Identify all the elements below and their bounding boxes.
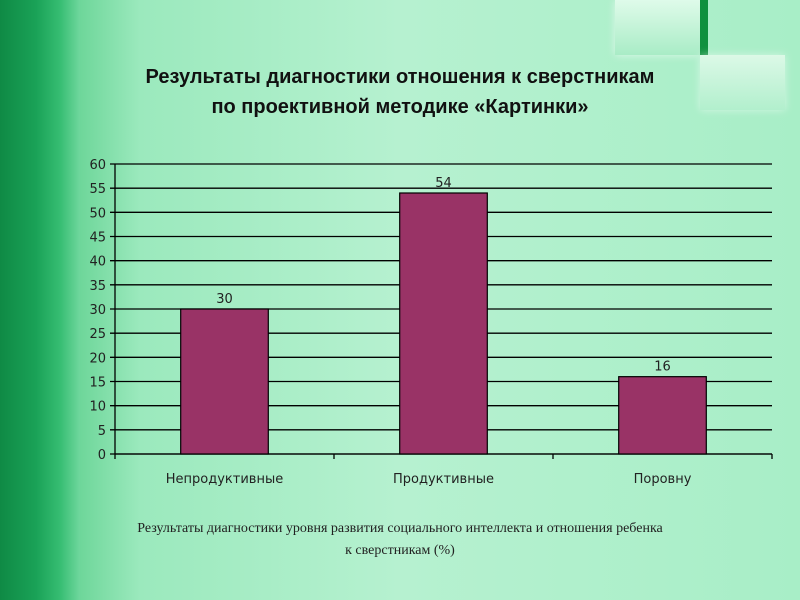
slide-title-line-1: Результаты диагностики отношения к сверс… <box>145 66 655 88</box>
chart-caption-line-1: Результаты диагностики уровня развития с… <box>137 521 663 536</box>
slide-title: Результаты диагностики отношения к сверс… <box>40 62 760 122</box>
bar-2 <box>399 192 488 455</box>
y-tick-label: 25 <box>89 327 106 342</box>
y-tick-label: 0 <box>98 448 106 463</box>
slide-title-line-2: по проективной методике «Картинки» <box>211 96 589 118</box>
decor-bar <box>700 0 708 55</box>
chart-caption-line-2: к сверстникам (%) <box>345 543 455 558</box>
y-tick-label: 60 <box>89 158 106 173</box>
x-tick-label: Продуктивные <box>393 472 494 487</box>
y-tick-label: 50 <box>89 206 106 221</box>
y-tick-label: 20 <box>89 351 106 366</box>
y-tick-label: 55 <box>89 182 106 197</box>
chart-caption: Результаты диагностики уровня развития с… <box>40 518 760 562</box>
y-tick-label: 40 <box>89 255 106 270</box>
decor-square-top <box>615 0 700 55</box>
y-tick-label: 35 <box>89 279 106 294</box>
decor-square-bottom <box>700 55 785 110</box>
y-tick-label: 5 <box>98 424 106 439</box>
x-tick-label: Поровну <box>634 472 692 487</box>
data-label: 54 <box>435 176 452 191</box>
x-tick-label: Непродуктивные <box>166 472 283 487</box>
left-decor-band <box>0 0 80 600</box>
bar-1 <box>180 308 269 455</box>
data-label: 30 <box>216 292 233 307</box>
y-tick-label: 15 <box>89 376 106 391</box>
bar-3 <box>618 376 707 455</box>
y-tick-label: 30 <box>89 303 106 318</box>
y-tick-label: 45 <box>89 231 106 246</box>
data-label: 16 <box>654 360 671 375</box>
y-tick-label: 10 <box>89 400 106 415</box>
